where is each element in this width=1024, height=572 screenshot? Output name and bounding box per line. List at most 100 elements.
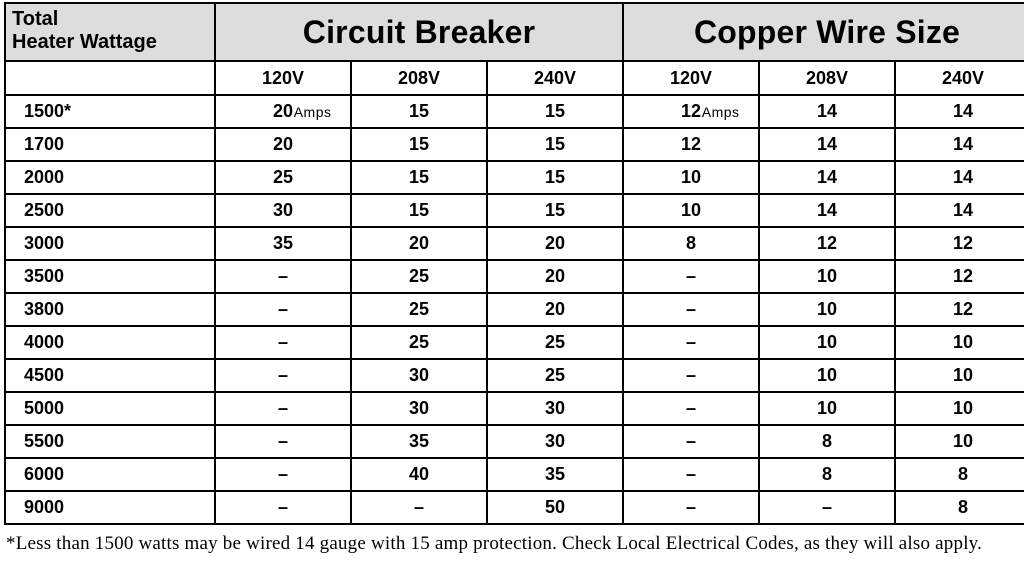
data-body: 1500*20Amps151512Amps1414170020151512141… bbox=[5, 95, 1024, 524]
copper-wire-cell: 10 bbox=[623, 161, 759, 194]
copper-wire-cell: 14 bbox=[759, 194, 895, 227]
copper-wire-cell: 8 bbox=[759, 458, 895, 491]
circuit-breaker-cell: 20 bbox=[487, 227, 623, 260]
copper-wire-cell: – bbox=[623, 425, 759, 458]
copper-wire-cell: 12 bbox=[895, 293, 1024, 326]
circuit-breaker-cell: 15 bbox=[351, 95, 487, 128]
circuit-breaker-cell: – bbox=[215, 458, 351, 491]
table-row: 3500–2520–1012 bbox=[5, 260, 1024, 293]
circuit-breaker-cell: 25 bbox=[215, 161, 351, 194]
header-wattage: Total Heater Wattage bbox=[5, 3, 215, 61]
wattage-cell: 5000 bbox=[5, 392, 215, 425]
circuit-breaker-cell: 30 bbox=[351, 392, 487, 425]
circuit-breaker-cell: 15 bbox=[351, 128, 487, 161]
circuit-breaker-cell: 30 bbox=[215, 194, 351, 227]
table-container: Total Heater Wattage Circuit Breaker Cop… bbox=[0, 0, 1024, 555]
circuit-breaker-cell: 25 bbox=[487, 359, 623, 392]
wattage-cell: 2500 bbox=[5, 194, 215, 227]
circuit-breaker-cell: 15 bbox=[351, 161, 487, 194]
copper-wire-cell: 14 bbox=[759, 161, 895, 194]
copper-wire-cell: 10 bbox=[759, 293, 895, 326]
circuit-breaker-cell: 35 bbox=[351, 425, 487, 458]
circuit-breaker-cell: 35 bbox=[487, 458, 623, 491]
copper-wire-cell: – bbox=[623, 458, 759, 491]
voltage-subheader-row: 120V 208V 240V 120V 208V 240V bbox=[5, 61, 1024, 95]
copper-wire-cell: 12 bbox=[623, 128, 759, 161]
copper-wire-cell: – bbox=[623, 326, 759, 359]
circuit-breaker-cell: 20Amps bbox=[215, 95, 351, 128]
header-circuit-breaker: Circuit Breaker bbox=[215, 3, 623, 61]
header-row: Total Heater Wattage Circuit Breaker Cop… bbox=[5, 3, 1024, 61]
header-wattage-line1: Total bbox=[12, 8, 208, 31]
copper-wire-cell: 14 bbox=[759, 95, 895, 128]
copper-wire-cell: – bbox=[623, 392, 759, 425]
wattage-cell: 5500 bbox=[5, 425, 215, 458]
copper-wire-cell: 10 bbox=[895, 425, 1024, 458]
wattage-cell: 2000 bbox=[5, 161, 215, 194]
footnote: *Less than 1500 watts may be wired 14 ga… bbox=[4, 525, 1020, 555]
circuit-breaker-cell: 30 bbox=[351, 359, 487, 392]
copper-wire-cell: 8 bbox=[895, 491, 1024, 524]
subheader-cw-240v: 240V bbox=[895, 61, 1024, 95]
table-row: 2000251515101414 bbox=[5, 161, 1024, 194]
wattage-cell: 1700 bbox=[5, 128, 215, 161]
circuit-breaker-cell: – bbox=[351, 491, 487, 524]
circuit-breaker-cell: 25 bbox=[487, 326, 623, 359]
subheader-blank bbox=[5, 61, 215, 95]
unit-label: Amps bbox=[702, 104, 740, 120]
copper-wire-cell: 14 bbox=[895, 128, 1024, 161]
wattage-cell: 1500* bbox=[5, 95, 215, 128]
copper-wire-cell: 8 bbox=[895, 458, 1024, 491]
circuit-breaker-cell: 20 bbox=[215, 128, 351, 161]
copper-wire-cell: 10 bbox=[759, 359, 895, 392]
subheader-cb-208v: 208V bbox=[351, 61, 487, 95]
copper-wire-cell: – bbox=[623, 293, 759, 326]
table-row: 2500301515101414 bbox=[5, 194, 1024, 227]
copper-wire-cell: 8 bbox=[759, 425, 895, 458]
copper-wire-cell: – bbox=[623, 260, 759, 293]
table-row: 1500*20Amps151512Amps1414 bbox=[5, 95, 1024, 128]
copper-wire-cell: 12Amps bbox=[623, 95, 759, 128]
copper-wire-cell: 10 bbox=[623, 194, 759, 227]
copper-wire-cell: 12 bbox=[895, 227, 1024, 260]
wattage-cell: 4000 bbox=[5, 326, 215, 359]
wattage-cell: 9000 bbox=[5, 491, 215, 524]
table-row: 3800–2520–1012 bbox=[5, 293, 1024, 326]
circuit-breaker-cell: – bbox=[215, 392, 351, 425]
wattage-cell: 3500 bbox=[5, 260, 215, 293]
circuit-breaker-cell: 40 bbox=[351, 458, 487, 491]
copper-wire-cell: – bbox=[759, 491, 895, 524]
circuit-breaker-cell: 15 bbox=[487, 128, 623, 161]
wattage-cell: 4500 bbox=[5, 359, 215, 392]
header-copper-wire: Copper Wire Size bbox=[623, 3, 1024, 61]
copper-wire-cell: 10 bbox=[759, 260, 895, 293]
subheader-cb-240v: 240V bbox=[487, 61, 623, 95]
table-row: 5000–3030–1010 bbox=[5, 392, 1024, 425]
circuit-breaker-cell: 30 bbox=[487, 392, 623, 425]
wattage-cell: 6000 bbox=[5, 458, 215, 491]
copper-wire-cell: 14 bbox=[895, 95, 1024, 128]
unit-label: Amps bbox=[294, 104, 332, 120]
circuit-breaker-cell: – bbox=[215, 293, 351, 326]
circuit-breaker-cell: 50 bbox=[487, 491, 623, 524]
circuit-breaker-cell: – bbox=[215, 491, 351, 524]
subheader-cw-208v: 208V bbox=[759, 61, 895, 95]
circuit-breaker-cell: 20 bbox=[487, 293, 623, 326]
copper-wire-cell: 10 bbox=[895, 326, 1024, 359]
circuit-breaker-cell: – bbox=[215, 425, 351, 458]
table-row: 5500–3530–810 bbox=[5, 425, 1024, 458]
circuit-breaker-cell: 15 bbox=[487, 95, 623, 128]
copper-wire-cell: – bbox=[623, 359, 759, 392]
header-wattage-line2: Heater Wattage bbox=[12, 31, 208, 54]
subheader-cw-120v: 120V bbox=[623, 61, 759, 95]
copper-wire-cell: 12 bbox=[759, 227, 895, 260]
table-row: 9000––50––8 bbox=[5, 491, 1024, 524]
heater-sizing-table: Total Heater Wattage Circuit Breaker Cop… bbox=[4, 2, 1024, 525]
circuit-breaker-cell: 25 bbox=[351, 293, 487, 326]
circuit-breaker-cell: 15 bbox=[487, 161, 623, 194]
circuit-breaker-cell: 25 bbox=[351, 326, 487, 359]
circuit-breaker-cell: – bbox=[215, 359, 351, 392]
table-row: 1700201515121414 bbox=[5, 128, 1024, 161]
circuit-breaker-cell: 25 bbox=[351, 260, 487, 293]
table-row: 4000–2525–1010 bbox=[5, 326, 1024, 359]
